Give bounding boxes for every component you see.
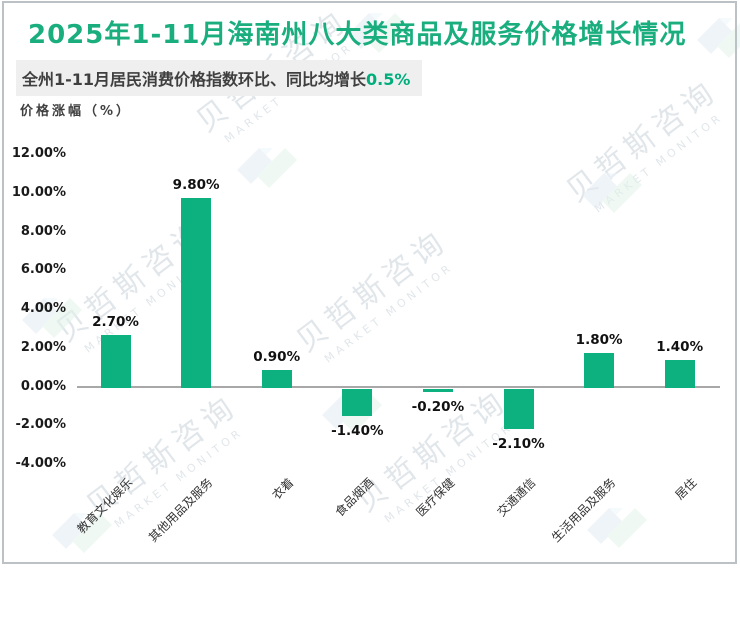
- y-axis-tick-label: -2.00%: [15, 417, 67, 433]
- bar: [261, 370, 292, 388]
- bar-value-label: -0.20%: [411, 399, 465, 416]
- bar: [100, 335, 131, 388]
- y-axis-tick-label: 8.00%: [20, 223, 66, 239]
- x-axis-category-label: 医疗保健: [413, 475, 458, 520]
- bar-chart: 12.00% 10.00% 8.00% 6.00% 4.00% 2.00% 0.00% -2.…: [11, 146, 720, 545]
- y-axis-tick-label: -4.00%: [15, 456, 67, 471]
- bar-value-label: 0.90%: [253, 349, 301, 366]
- bar: [422, 388, 453, 393]
- bar-value-label: 9.80%: [172, 176, 220, 193]
- x-axis-category-label: 其他用品及服务: [146, 475, 216, 545]
- watermark-logo-icon: [22, 298, 82, 338]
- x-axis-category-label: 教育文化娱乐: [73, 475, 135, 537]
- bar-value-label: 2.70%: [92, 314, 139, 331]
- bar: [342, 388, 373, 416]
- y-axis-tick-label: 10.00%: [11, 184, 66, 200]
- x-axis-category-label: 生活用品及服务: [549, 475, 619, 545]
- chart-page: { "header": { "title": "2025年1-11月海南州八大类…: [2, 1, 740, 564]
- bar-value-label: -2.10%: [492, 436, 545, 453]
- bar-value-label: -1.40%: [331, 422, 384, 439]
- subtitle: 全州1-11月居民消费价格指数环比、同比均增长0.5%: [16, 60, 423, 96]
- y-axis-tick-label: 6.00%: [20, 262, 66, 278]
- page-title: 2025年1-11月海南州八大类商品及服务价格增长情况: [28, 20, 687, 50]
- y-axis-tick-label: 2.00%: [20, 339, 66, 355]
- x-axis-category-label: 交通通信: [493, 475, 538, 520]
- y-axis-tick-label: 4.00%: [20, 301, 66, 316]
- subtitle-text: 全州1-11月居民消费价格指数环比、同比均增长: [22, 70, 367, 89]
- bar: [503, 388, 534, 430]
- watermark-logo-icon: [52, 513, 112, 553]
- bar: [584, 352, 615, 388]
- y-axis-title: 价格涨幅（%）: [20, 104, 133, 119]
- zero-axis-line: [77, 386, 720, 388]
- bar-value-label: 1.40%: [656, 339, 704, 356]
- bar: [181, 197, 212, 388]
- watermark-logo-icon: [582, 173, 642, 213]
- watermark-logo-icon: [587, 508, 647, 548]
- watermark-logo-icon: [347, 13, 407, 53]
- bar: [664, 360, 695, 388]
- watermark-logo-icon: [697, 18, 740, 58]
- bar-value-label: 1.80%: [575, 331, 623, 348]
- subtitle-highlight-value: 0.5%: [366, 70, 411, 89]
- watermark-logo-icon: [237, 148, 297, 188]
- x-axis-category-label: 居住: [672, 475, 700, 503]
- y-axis-tick-label: 0.00%: [20, 378, 66, 394]
- y-axis-tick-label: 12.00%: [11, 146, 66, 161]
- x-axis-category-label: 衣着: [269, 475, 297, 503]
- x-axis-category-label: 食品烟酒: [332, 475, 377, 520]
